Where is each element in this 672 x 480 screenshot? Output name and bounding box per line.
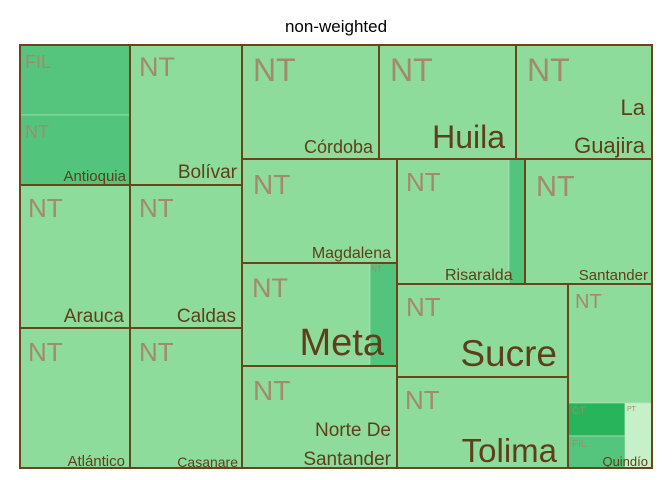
tile-label-tolima-0: NT bbox=[405, 385, 440, 415]
tile-label-cordoba-0: NT bbox=[253, 52, 296, 88]
group-label-meta: Meta bbox=[300, 322, 385, 364]
group-label-santander: Santander bbox=[579, 267, 648, 284]
tile-la-guajira-nt-0 bbox=[515, 44, 653, 160]
group-label-antioquia: Antioquia bbox=[63, 168, 126, 185]
group-label-magdalena: Magdalena bbox=[312, 245, 391, 262]
group-label-atlantico: Atlántico bbox=[67, 453, 125, 470]
tile-label-quindio-2: PT bbox=[627, 406, 637, 413]
group-label-sucre: Sucre bbox=[460, 333, 557, 374]
tile-label-norte-de-santander-0: NT bbox=[253, 375, 290, 406]
tile-atlantico-nt-0 bbox=[19, 327, 131, 469]
tile-label-arauca-0: NT bbox=[28, 193, 63, 223]
tile-santander-nt-0 bbox=[524, 158, 653, 285]
tile-label-la-guajira-0: NT bbox=[527, 52, 570, 88]
tile-label-casanare-0: NT bbox=[139, 337, 174, 367]
tile-quindio-fil-3 bbox=[567, 435, 626, 469]
group-label-risaralda: Risaralda bbox=[445, 267, 513, 284]
tile-label-sucre-0: NT bbox=[406, 292, 441, 322]
group-label-tolima: Tolima bbox=[462, 432, 558, 469]
tile-label-antioquia-1: NT bbox=[25, 122, 49, 142]
chart-title: non-weighted bbox=[284, 17, 388, 36]
tile-label-magdalena-0: NT bbox=[253, 169, 290, 200]
tile-label-antioquia-0: FIL bbox=[25, 52, 51, 72]
group-label-cordoba: Córdoba bbox=[304, 137, 374, 157]
tile-magdalena-nt-0 bbox=[241, 158, 398, 264]
tile-risaralda-nt-0 bbox=[396, 158, 510, 285]
group-label-la-guajira-line-1: Guajira bbox=[574, 133, 646, 158]
group-label-norte-de-santander-line-0: Norte De bbox=[315, 420, 391, 441]
tile-risaralda-unlabeled-1 bbox=[508, 158, 526, 285]
tile-meta-nt-1 bbox=[369, 262, 398, 367]
tile-label-quindio-3: FIL bbox=[572, 439, 587, 450]
tile-label-meta-0: NT bbox=[252, 273, 288, 303]
tile-label-risaralda-0: NT bbox=[406, 167, 441, 197]
tile-label-meta-1: NT bbox=[371, 265, 382, 274]
group-border-quindio bbox=[567, 283, 653, 469]
tile-meta-nt-0 bbox=[241, 262, 371, 367]
group-label-huila: Huila bbox=[432, 119, 505, 155]
tile-label-quindio-0: NT bbox=[575, 291, 602, 313]
group-label-la-guajira-line-0: La bbox=[621, 95, 646, 120]
tile-label-quindio-1: CT bbox=[572, 406, 585, 417]
group-label-bolivar: Bolívar bbox=[178, 162, 238, 183]
tile-label-atlantico-0: NT bbox=[28, 337, 63, 367]
group-label-quindio: Quindío bbox=[602, 454, 648, 469]
tile-label-bolivar-0: NT bbox=[139, 52, 175, 82]
group-label-caldas: Caldas bbox=[177, 306, 236, 327]
group-label-norte-de-santander-line-1: Santander bbox=[303, 449, 391, 470]
group-label-casanare: Casanare bbox=[177, 454, 238, 470]
tile-sucre-nt-0 bbox=[396, 283, 569, 378]
tile-caldas-nt-0 bbox=[129, 184, 243, 329]
tile-label-huila-0: NT bbox=[390, 52, 433, 88]
group-label-arauca: Arauca bbox=[64, 306, 125, 327]
tile-label-santander-0: NT bbox=[536, 171, 575, 203]
tile-label-caldas-0: NT bbox=[139, 193, 174, 223]
tile-tolima-nt-0 bbox=[396, 376, 569, 469]
tile-cordoba-nt-0 bbox=[241, 44, 380, 160]
